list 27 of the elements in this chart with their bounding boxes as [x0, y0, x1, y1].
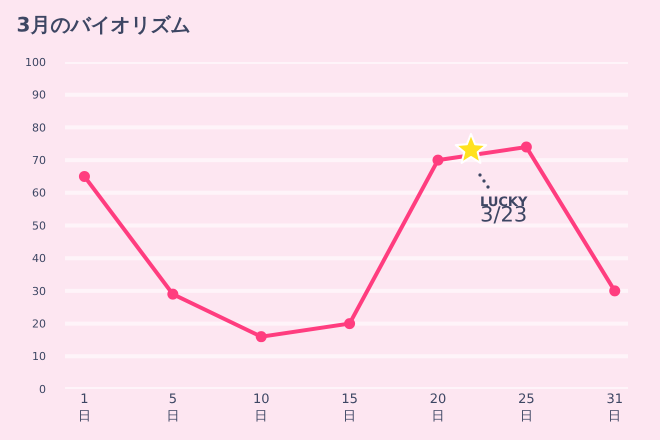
chart-title: 3月のバイオリズム [16, 12, 190, 37]
point [432, 154, 444, 166]
y-tick-label: 70 [32, 154, 46, 167]
y-tick-label: 40 [32, 252, 46, 266]
y-tick-label: 100 [25, 56, 46, 69]
y-tick-label: 80 [32, 121, 46, 134]
point [344, 318, 356, 330]
x-tick-label: 31 日 [606, 392, 624, 424]
point [167, 288, 178, 300]
point [609, 285, 620, 296]
x-tick-label: 1 日 [78, 392, 91, 424]
point [520, 142, 532, 153]
x-tick-label: 15 日 [341, 392, 358, 424]
annotation: LUCKY 3/23 [480, 195, 528, 227]
y-tick-label: 30 [32, 284, 46, 298]
y-tick-label: 20 [32, 317, 46, 330]
y-tick-label: 60 [32, 186, 46, 200]
x-tick-label: 20 日 [430, 392, 446, 424]
y-tick-label: 50 [32, 219, 46, 232]
x-tick-label: 25 日 [518, 392, 535, 424]
y-tick-label: 90 [32, 88, 46, 102]
x-tick-label: 5 日 [166, 392, 180, 424]
x-tick-label: 10 日 [252, 392, 270, 424]
y-tick-label: 0 [39, 382, 46, 396]
point [78, 170, 90, 182]
point [256, 331, 267, 342]
y-tick-label: 10 [32, 350, 46, 364]
